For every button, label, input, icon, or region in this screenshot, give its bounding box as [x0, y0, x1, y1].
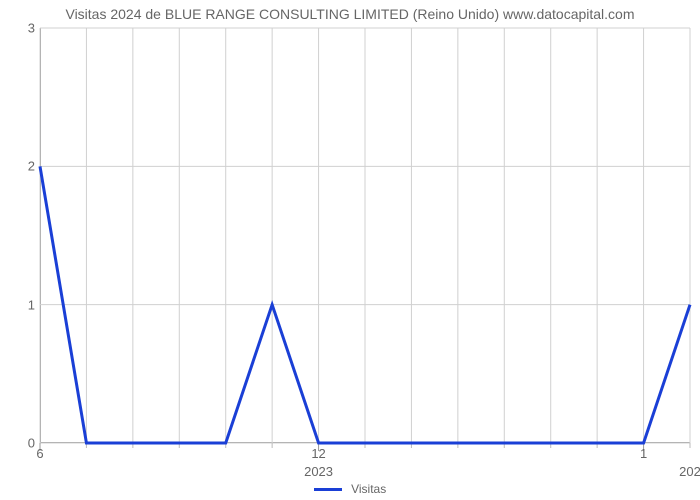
legend-swatch: [314, 488, 342, 491]
legend: Visitas: [0, 482, 700, 496]
y-tick-label: 2: [5, 159, 35, 174]
x-tick-label: 1: [640, 446, 647, 461]
x-sub-label: 202: [679, 464, 700, 479]
y-tick-label: 3: [5, 21, 35, 36]
chart-container: Visitas 2024 de BLUE RANGE CONSULTING LI…: [0, 0, 700, 500]
plot-svg: [40, 28, 690, 443]
chart-title: Visitas 2024 de BLUE RANGE CONSULTING LI…: [0, 6, 700, 22]
legend-label: Visitas: [351, 482, 386, 496]
y-tick-label: 0: [5, 436, 35, 451]
y-tick-label: 1: [5, 297, 35, 312]
x-tick-label: 6: [36, 446, 43, 461]
x-tick-label: 12: [311, 446, 325, 461]
x-sub-label: 2023: [304, 464, 333, 479]
